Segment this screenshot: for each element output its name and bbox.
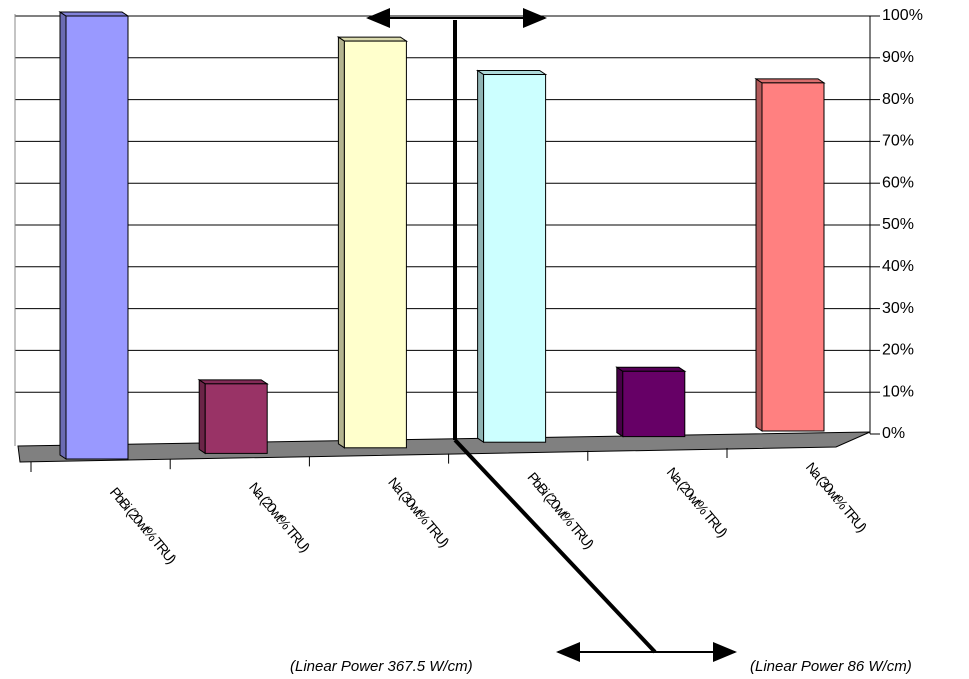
bar-side: [477, 69, 485, 444]
y-tick-label: 60%: [882, 174, 914, 191]
y-tick-label: 40%: [882, 258, 914, 275]
bar: [761, 82, 825, 432]
bar-top: [615, 366, 687, 372]
bar: [483, 74, 547, 443]
y-tick-label: 0%: [882, 425, 905, 442]
bar: [204, 383, 268, 454]
bar-top: [197, 379, 269, 385]
x-tick-label: Na (20wt% TRU): [246, 479, 313, 555]
x-tick-label: PbBi (20wt% TRU): [107, 484, 180, 566]
y-tick-label: 90%: [882, 49, 914, 66]
bar-side: [755, 77, 763, 432]
y-tick-label: 10%: [882, 383, 914, 400]
bar-side: [337, 36, 345, 449]
annotation: (Linear Power 367.5 W/cm): [290, 658, 473, 675]
y-tick-label: 20%: [882, 342, 914, 359]
annotation: (Linear Power 86 W/cm): [750, 658, 912, 675]
bar-side: [616, 366, 624, 438]
bar: [65, 15, 129, 460]
bar-top: [475, 70, 548, 76]
x-tick-label: Na (30wt% TRU): [385, 474, 452, 550]
bar-top: [58, 11, 130, 17]
x-tick-label: Na (30wt% TRU): [803, 459, 870, 535]
y-tick-label: 30%: [882, 300, 914, 317]
divider-line: [453, 438, 657, 654]
bar-top: [754, 78, 826, 84]
bar-side: [198, 378, 206, 455]
x-tick-label: PbBi (20wt% TRU): [524, 469, 597, 551]
x-tick-label: Na (20wt% TRU): [664, 464, 731, 540]
y-tick-label: 80%: [882, 91, 914, 108]
bar-side: [59, 11, 67, 460]
y-tick-label: 100%: [882, 7, 923, 24]
bar: [622, 370, 686, 438]
y-tick-label: 50%: [882, 216, 914, 233]
bar-top: [336, 36, 409, 42]
bar: [343, 40, 407, 449]
floor: [17, 431, 871, 463]
y-tick-label: 70%: [882, 133, 914, 150]
